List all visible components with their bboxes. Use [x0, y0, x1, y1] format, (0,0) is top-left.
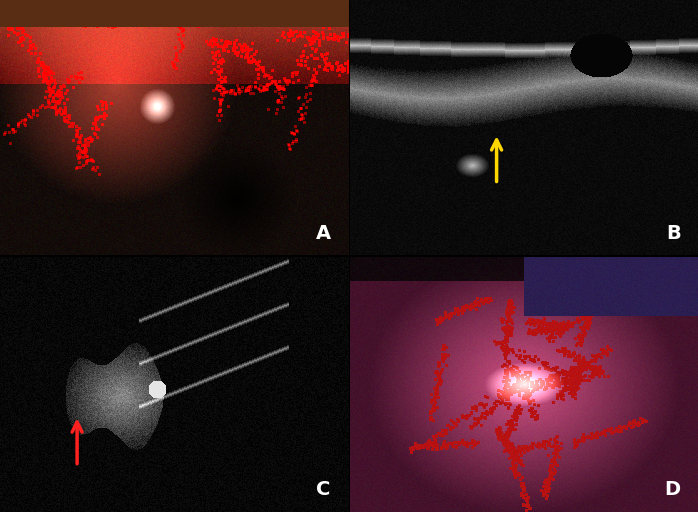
Text: B: B	[666, 224, 681, 243]
Text: C: C	[316, 480, 331, 499]
Text: D: D	[664, 480, 681, 499]
Text: A: A	[315, 224, 331, 243]
